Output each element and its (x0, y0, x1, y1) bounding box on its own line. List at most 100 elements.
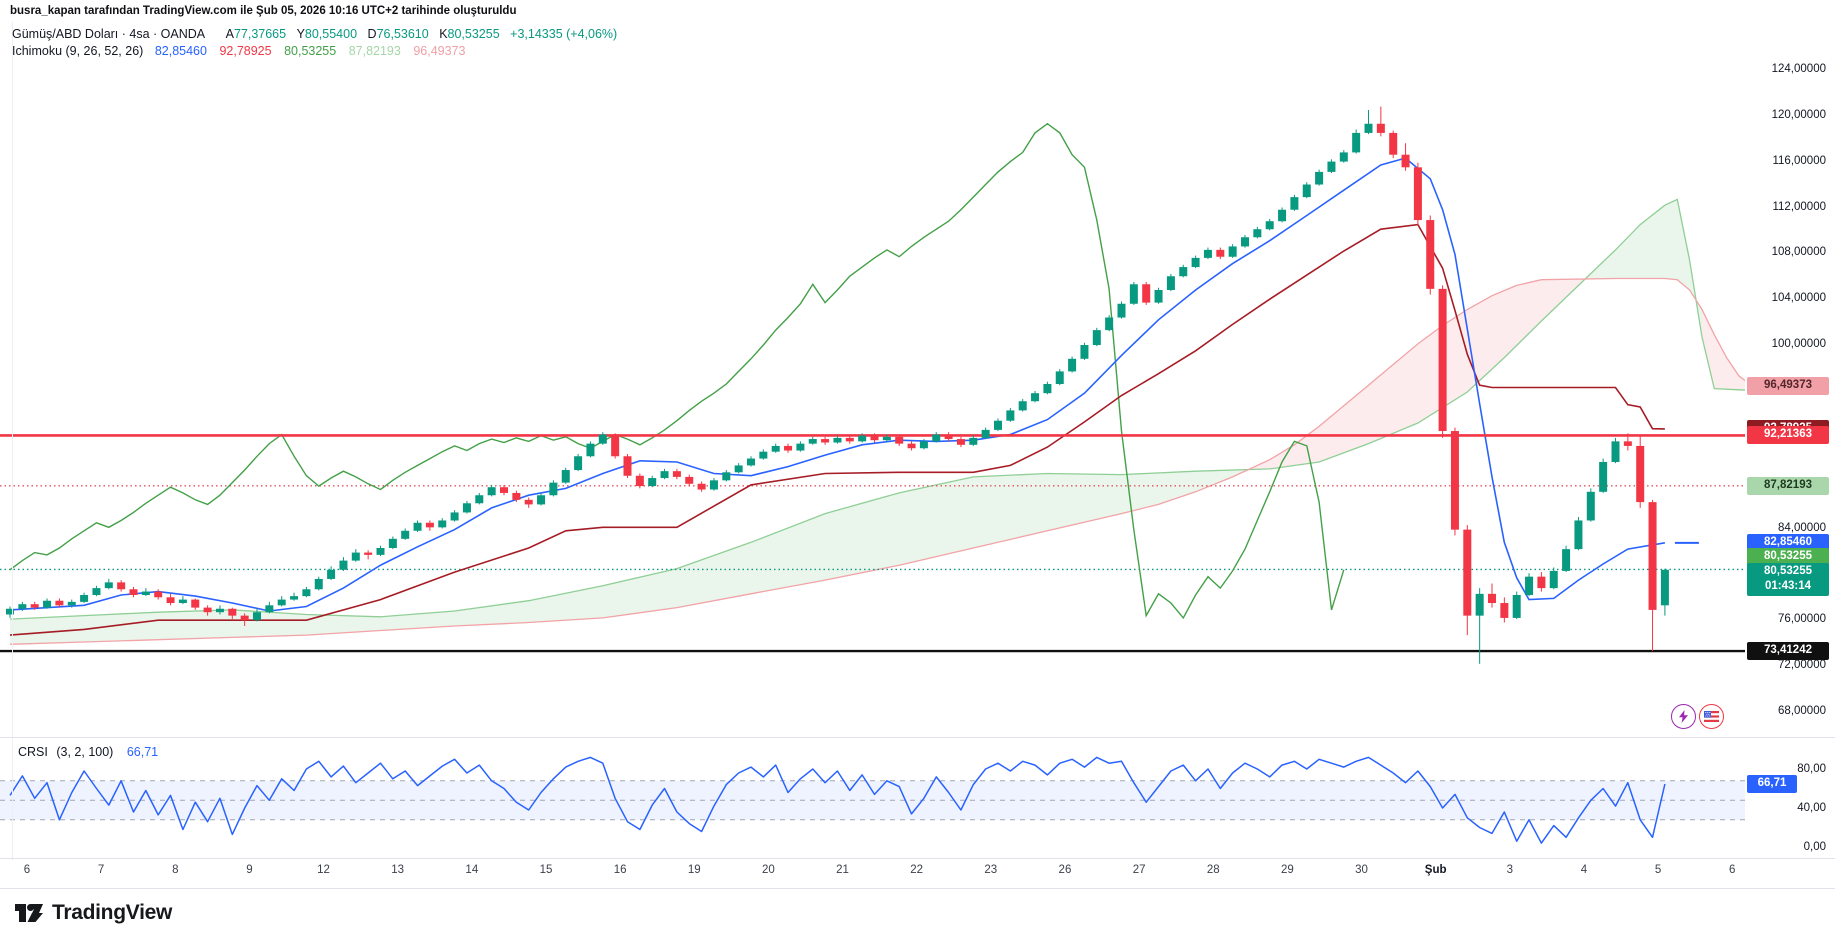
ichimoku-cloud (133, 612, 146, 641)
crsi-label: CRSI (18, 745, 48, 759)
chikou-line (9, 122, 1345, 620)
candle-body (141, 591, 150, 595)
ichimoku-cloud (318, 614, 332, 635)
price-badge: 80,53255 01:43:14 (1747, 563, 1829, 597)
attribution-text: busra_kapan tarafından TradingView.com i… (10, 5, 517, 17)
candle-body (574, 456, 583, 471)
price-axis-label: 68,00000 (1778, 705, 1826, 718)
ichimoku-cloud (429, 612, 443, 628)
pane-divider[interactable] (0, 737, 1835, 738)
candle-body (1574, 520, 1583, 550)
time-axis-label[interactable]: 6 (23, 864, 31, 876)
time-axis-label[interactable]: 20 (761, 864, 775, 876)
ichimoku-cloud (170, 611, 183, 640)
ichimoku-cloud (788, 523, 801, 587)
time-axis-label[interactable]: 4 (1580, 864, 1588, 876)
candle-body (1043, 384, 1052, 394)
crsi-line (9, 756, 1666, 844)
candle-body (1265, 221, 1274, 230)
candle-body (117, 582, 126, 590)
ichimoku-cloud (973, 476, 986, 548)
ichimoku-cloud (1109, 474, 1122, 517)
ichimoku-lead1-value: 87,82193 (348, 44, 401, 58)
ichimoku-cloud (1516, 282, 1530, 346)
ichimoku-cloud (121, 613, 134, 641)
candle-body (1339, 152, 1348, 162)
candle-body (1525, 576, 1534, 595)
candle-body (1068, 358, 1077, 372)
boost-icon[interactable] (1671, 704, 1696, 729)
close-label: K (439, 27, 448, 41)
time-axis-label[interactable]: 23 (984, 864, 998, 876)
time-axis-label[interactable]: 8 (172, 864, 179, 876)
ichimoku-cloud (1170, 471, 1184, 501)
time-axis-label[interactable]: 13 (391, 864, 405, 876)
time-axis-label[interactable]: 12 (317, 864, 330, 876)
price-badge-value: 82,85460 (1764, 535, 1812, 548)
candle-body (191, 599, 200, 608)
time-axis-label[interactable]: Şub (1424, 864, 1447, 876)
candle-body (1278, 209, 1287, 222)
price-badge-value: 80,53255 (1764, 550, 1812, 563)
crsi-value: 66,71 (126, 745, 159, 759)
time-axis-label[interactable]: 22 (910, 864, 924, 876)
ichimoku-cloud (1504, 285, 1517, 358)
ichimoku-cloud (664, 568, 677, 610)
ichimoku-cloud (652, 571, 665, 612)
time-axis-label[interactable]: 21 (836, 864, 849, 876)
time-axis-label[interactable]: 29 (1280, 864, 1294, 876)
time-axis-label[interactable]: 19 (687, 864, 701, 876)
candle-body (30, 604, 39, 608)
ichimoku-cloud (1603, 249, 1616, 279)
ichimoku-cloud (1553, 279, 1567, 310)
ichimoku-cloud (442, 611, 455, 627)
ichimoku-cloud (998, 475, 1011, 543)
candle-body (215, 608, 224, 613)
candle-body (821, 439, 830, 443)
time-axis-label[interactable]: 9 (246, 864, 253, 876)
candle-body (1636, 445, 1645, 503)
close-value: 80,53255 (447, 27, 500, 41)
ichimoku-cloud (948, 479, 961, 554)
tradingview-logo[interactable]: TradingView (14, 899, 172, 927)
ichimoku-cloud (59, 616, 72, 643)
time-axis-label[interactable]: 30 (1355, 864, 1368, 876)
timescale-top-border (0, 858, 1835, 859)
time-axis-label[interactable]: 6 (1729, 864, 1736, 876)
candle-body (1648, 502, 1657, 610)
price-badge: 87,82193 (1747, 476, 1829, 495)
candle-body (203, 607, 212, 613)
time-axis-label[interactable]: 26 (1058, 864, 1072, 876)
candle-body (1105, 317, 1114, 331)
price-axis-label: 76,00000 (1778, 613, 1826, 626)
time-axis-label[interactable]: 5 (1654, 864, 1662, 876)
candle-body (1253, 229, 1262, 238)
ichimoku-cloud (355, 616, 369, 633)
ichimoku-cloud (775, 527, 789, 590)
time-axis-label[interactable]: 7 (97, 864, 105, 876)
candle-body (697, 483, 706, 490)
candle-body (1623, 441, 1632, 446)
candle-body (1142, 284, 1151, 303)
candle-body (351, 552, 360, 561)
ichimoku-cloud (726, 546, 739, 599)
ichimoku-cloud (343, 615, 356, 633)
time-axis-label[interactable]: 14 (465, 864, 479, 876)
flag-icon[interactable] (1699, 704, 1724, 729)
time-axis-label[interactable]: 28 (1206, 864, 1220, 876)
ichimoku-cloud (1096, 474, 1110, 520)
time-axis-label[interactable]: 27 (1132, 864, 1146, 876)
time-axis-label[interactable]: 15 (539, 864, 553, 876)
candle-body (166, 597, 175, 604)
ichimoku-cloud (1269, 452, 1283, 469)
ichimoku-cloud (1059, 473, 1073, 528)
candle-body (808, 439, 817, 444)
time-axis-label[interactable]: 3 (1506, 864, 1513, 876)
ichimoku-cloud (1479, 295, 1492, 381)
tradingview-logo-text: TradingView (52, 901, 173, 924)
time-axis-label[interactable]: 16 (613, 864, 627, 876)
candle-body (1450, 431, 1459, 530)
candle-body (104, 582, 113, 589)
